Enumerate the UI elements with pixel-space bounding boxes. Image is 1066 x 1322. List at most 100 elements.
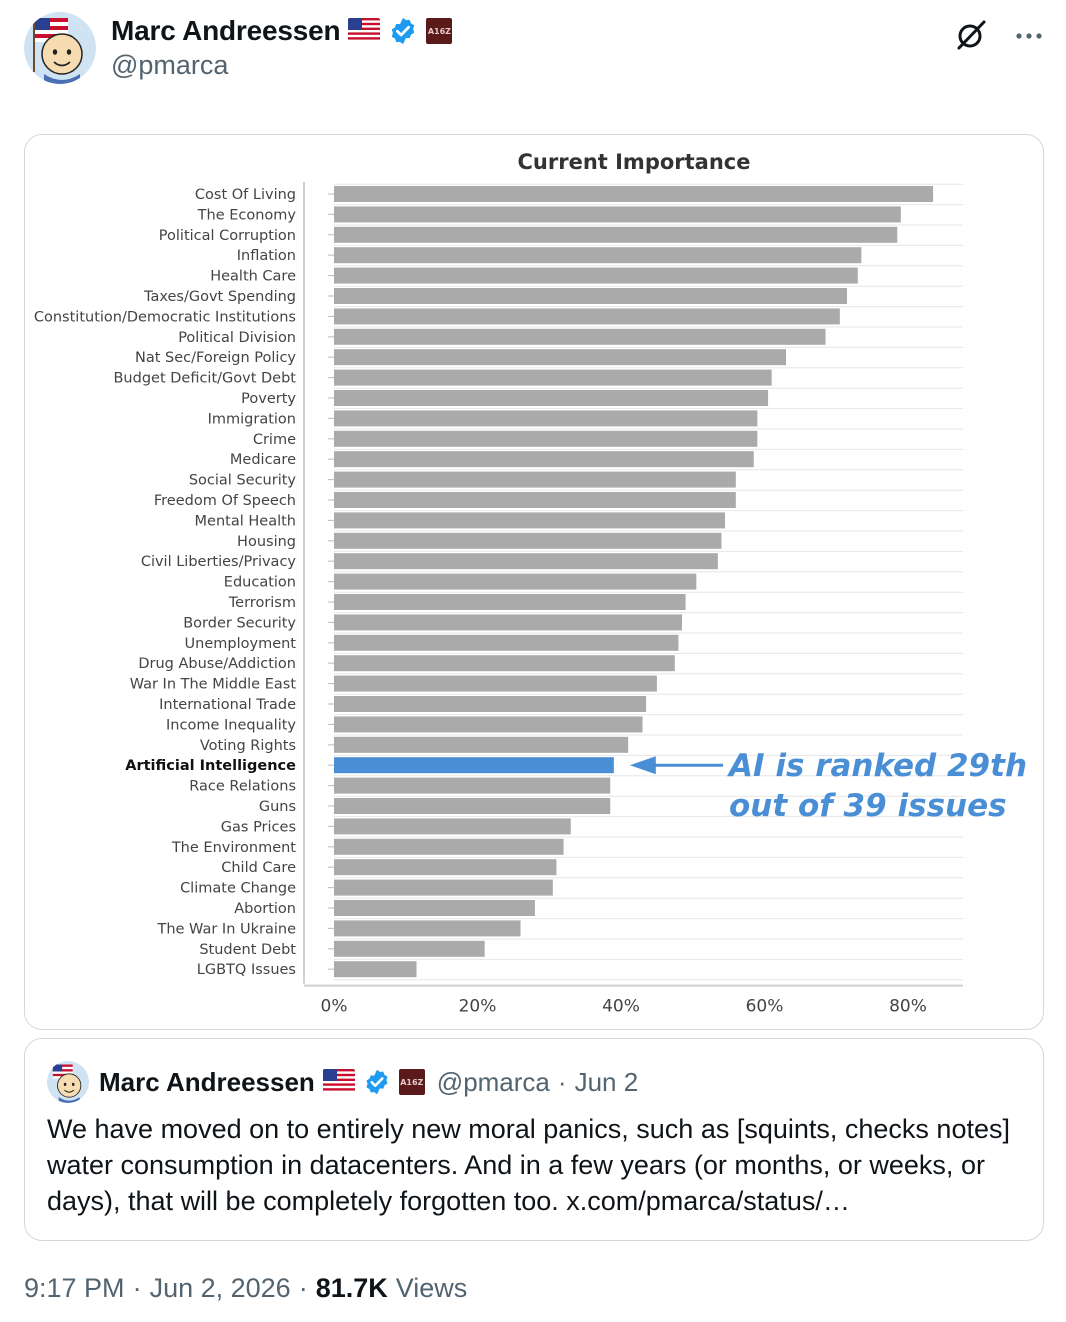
chart-title: Current Importance [518,150,751,174]
author-name[interactable]: Marc Andreessen [111,15,341,46]
bar [334,920,521,937]
quoted-post-text: We have moved on to entirely new moral p… [47,1114,1010,1216]
bar [334,879,553,896]
y-tick-label: The War In Ukraine [156,921,296,937]
bar-chart: Current Importance Cost Of Living The Econ… [34,150,1027,1017]
bar [334,410,758,427]
affiliation-badge-text: A16Z [427,26,451,36]
quoted-separator: · [557,1066,567,1097]
y-tick-label: Student Debt [199,942,296,958]
bar [334,369,772,386]
y-tick-label: Border Security [183,615,296,631]
y-tick-label: Drug Abuse/Addiction [138,656,296,672]
bar [334,532,722,549]
bar [334,471,736,488]
bar [334,859,557,876]
y-tick-label: International Trade [159,697,296,713]
bar [334,777,611,794]
quoted-author-handle[interactable]: @pmarca [436,1066,550,1097]
us-flag-icon [322,1068,355,1096]
bar [334,492,736,508]
y-tick-label: Crime [253,432,296,448]
x-tick-label: 60% [746,997,784,1017]
y-tick-label: Artificial Intelligence [125,758,296,774]
bar [334,940,485,957]
header-actions [954,18,1044,52]
post-header: Marc Andreessen A16Z @pmarca [24,12,1044,88]
y-tick-label: Climate Change [180,881,296,897]
y-tick-label: Abortion [234,901,296,917]
annotation-arrow-head [629,756,656,775]
bar [334,675,657,692]
y-tick-label: Nat Sec/Foreign Policy [135,350,296,366]
x-tick-label: 40% [602,997,640,1017]
author-avatar[interactable] [24,12,96,84]
affiliation-badge-icon[interactable]: A16Z [426,18,453,44]
y-tick-label: Income Inequality [166,717,296,733]
quoted-post[interactable]: Marc Andreessen A16Z @pmarca · Jun 2 W [24,1038,1044,1241]
bar [334,696,647,712]
x-tick-label: 80% [889,997,927,1017]
bar [334,430,758,447]
y-tick-label: Constitution/Democratic Institutions [34,309,296,325]
bar [334,247,862,264]
bar [334,288,848,304]
bar [334,900,535,916]
bar [334,206,901,223]
media-chart-image[interactable]: Current Importance Cost Of Living The Econ… [24,134,1044,1030]
y-tick-label: War In The Middle East [130,677,297,693]
quoted-post-header: Marc Andreessen A16Z @pmarca · Jun 2 [47,1061,638,1103]
bar [334,818,571,835]
y-tick-label: Guns [259,799,296,815]
y-tick-label: Race Relations [189,779,296,795]
verified-badge-icon[interactable] [363,1068,391,1096]
verified-badge-icon[interactable] [388,16,418,46]
views-label: Views [395,1272,468,1303]
y-tick-label: Budget Deficit/Govt Debt [113,371,296,387]
bar [334,634,679,651]
y-tick-label: Taxes/Govt Spending [143,289,296,305]
y-tick-label: Political Division [178,330,296,346]
x-tick-label: 0% [321,997,348,1017]
bar [334,390,769,406]
y-tick-label: Cost Of Living [195,187,296,203]
quoted-date[interactable]: Jun 2 [574,1066,639,1097]
y-tick-label: Gas Prices [221,819,296,835]
bar [334,838,564,855]
y-tick-label: Poverty [241,391,296,407]
post-meta: 9:17 PM · Jun 2, 2026 · 81.7K Views [24,1270,467,1306]
post-date[interactable]: Jun 2, 2026 [149,1272,291,1303]
y-tick-label: Freedom Of Speech [154,493,296,509]
bar [334,308,840,325]
y-tick-label: Terrorism [228,595,296,611]
quoted-author-name[interactable]: Marc Andreessen [99,1066,315,1097]
bar [334,328,826,345]
x-tick-label: 20% [459,997,497,1017]
bar [334,512,726,529]
y-tick-label: Child Care [221,860,296,876]
quoted-author-avatar[interactable] [47,1061,89,1103]
y-tick-label: Health Care [210,269,296,285]
y-tick-label: Education [224,575,296,591]
affiliation-badge-icon[interactable]: A16Z [398,1069,425,1095]
y-tick-label: Inflation [237,248,296,264]
more-icon[interactable] [1014,20,1044,50]
author-handle[interactable]: @pmarca [111,50,229,80]
annotation-text: out of 39 issues [729,788,1007,824]
bar [334,186,934,202]
y-tick-label: Medicare [230,452,296,468]
views-count: 81.7K [315,1272,388,1303]
y-tick-label: Housing [237,534,296,550]
grok-icon[interactable] [954,18,988,52]
annotation-text: AI is ranked 29th [726,748,1027,784]
bar [334,349,787,366]
bar [334,553,718,570]
meta-separator: · [132,1272,142,1303]
y-tick-label: The Economy [197,207,297,223]
y-tick-label: Political Corruption [159,228,296,244]
us-flag-icon [348,17,381,45]
post-time[interactable]: 9:17 PM [24,1272,125,1303]
y-tick-label: Social Security [189,473,297,489]
bar [334,451,754,468]
y-tick-label: Immigration [208,411,296,427]
